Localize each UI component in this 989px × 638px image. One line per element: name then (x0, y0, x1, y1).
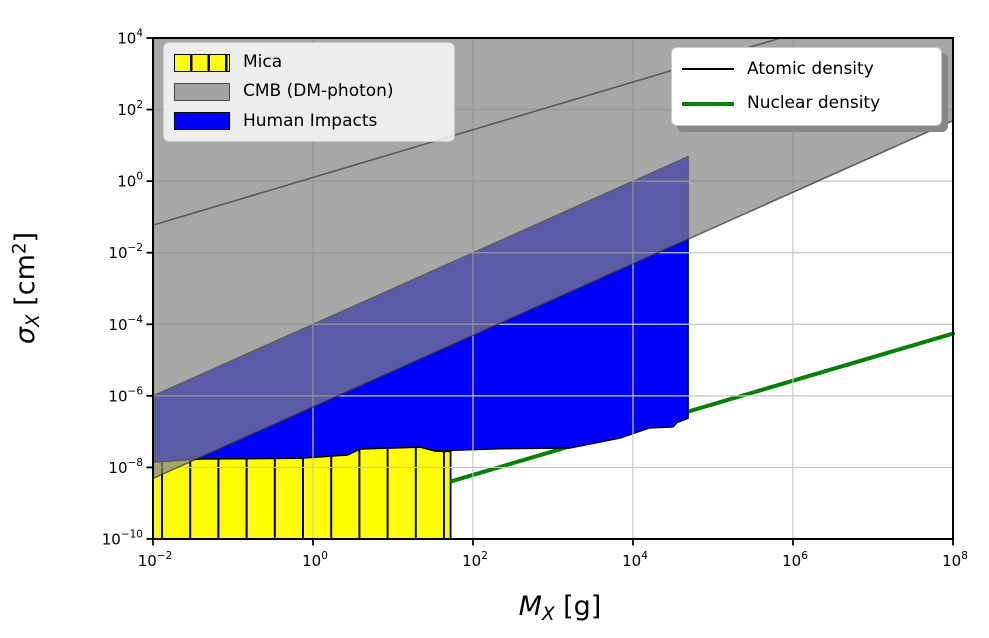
nuclear-density-line-icon (682, 101, 734, 106)
y-tick-label: 10−2 (108, 242, 143, 262)
legend-item-label: Human Impacts (243, 110, 378, 131)
legend-item-label: Mica (243, 52, 283, 73)
plot-frame (152, 37, 954, 540)
legend-item-label: Nuclear density (747, 93, 881, 114)
y-tick-label: 10−6 (108, 385, 143, 405)
y-tick-label: 10−4 (108, 314, 143, 334)
mica-hatch-lines (161, 447, 445, 539)
legend-item-nuclear-density: Nuclear density (682, 95, 931, 112)
legend-item-mica: Mica (174, 52, 444, 73)
tick-marks (146, 37, 954, 546)
x-axis-unit: [g] (563, 590, 602, 622)
x-axis-variable: M (518, 590, 542, 622)
x-tick-label: 100 (302, 550, 328, 570)
human-impacts-swatch-icon (174, 112, 230, 131)
legend-item-label: Atomic density (747, 58, 874, 79)
y-tick-label: 100 (117, 171, 143, 191)
x-tick-label: 102 (462, 550, 488, 570)
x-tick-label: 104 (622, 550, 648, 570)
atomic-density-line-icon (682, 68, 734, 71)
y-axis-subscript: X (23, 314, 45, 327)
legend-item-human-impacts: Human Impacts (174, 110, 444, 131)
y-tick-label: 104 (117, 28, 143, 48)
legend-regions: Mica CMB (DM-photon) Human Impacts (163, 42, 455, 142)
x-tick-label: 106 (782, 550, 808, 570)
x-axis-label: MX [g] (519, 591, 602, 625)
y-tick-label: 10−8 (108, 457, 143, 477)
legend-lines: Atomic density Nuclear density (671, 47, 942, 126)
legend-item-label: CMB (DM-photon) (243, 81, 394, 102)
y-tick-label: 10−10 (102, 529, 143, 549)
y-tick-label: 102 (117, 99, 143, 119)
legend-item-cmb: CMB (DM-photon) (174, 81, 444, 102)
mica-swatch-icon (174, 53, 230, 72)
cmb-swatch-icon (174, 82, 230, 101)
y-axis-unit: [cm2] (9, 231, 42, 306)
region-mica (152, 446, 452, 540)
y-axis-variable: σ (10, 326, 42, 345)
x-axis-subscript: X (541, 604, 555, 626)
x-tick-label: 108 (942, 550, 968, 570)
line-nuclear-density (450, 331, 955, 484)
legend-item-atomic-density: Atomic density (682, 58, 931, 79)
y-axis-label: σX [cm2] (10, 232, 44, 344)
x-tick-label: 10−2 (138, 550, 173, 570)
